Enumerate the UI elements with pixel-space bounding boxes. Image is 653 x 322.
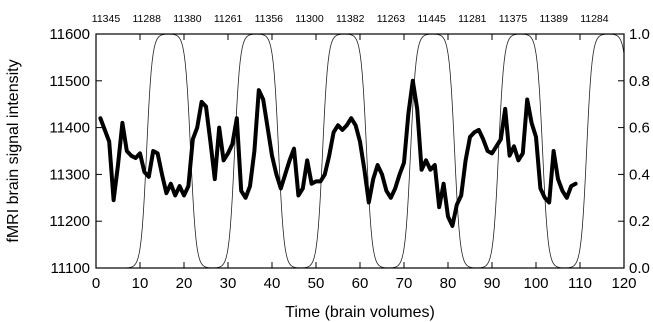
x-tick-label: 110 — [568, 275, 592, 292]
x-tick-label: 90 — [484, 275, 501, 292]
y-axis-left: 11100 11200 11300 11400 11500 11600 — [49, 26, 102, 277]
y-tick-label: 11600 — [49, 26, 90, 43]
block-label: 11380 — [173, 13, 202, 25]
block-label: 11345 — [92, 13, 121, 25]
block-label: 11261 — [214, 13, 243, 25]
x-tick-label: 100 — [523, 275, 548, 292]
block-label: 11263 — [377, 13, 406, 25]
y2-tick-label: 0.0 — [629, 260, 650, 277]
block-label: 11284 — [580, 13, 609, 25]
block-label: 11382 — [336, 13, 365, 25]
y2-tick-label: 0.8 — [629, 73, 650, 90]
block-label: 11445 — [417, 13, 446, 25]
y-tick-label: 11100 — [51, 260, 91, 277]
y2-tick-label: 1.0 — [629, 26, 650, 43]
y-tick-label: 11300 — [49, 166, 90, 183]
y-tick-label: 11500 — [49, 73, 90, 90]
y2-tick-label: 0.2 — [629, 213, 650, 230]
block-label: 11389 — [539, 13, 568, 25]
hrf-curve-layer — [96, 34, 624, 268]
block-label: 11281 — [458, 13, 487, 25]
y-axis-title: fMRI brain signal intensity — [5, 59, 22, 242]
hrf-curve — [96, 34, 624, 268]
x-tick-label: 120 — [611, 275, 636, 292]
x-axis: 0 10 20 30 40 50 60 70 80 90 100 110 120 — [92, 34, 637, 292]
y-tick-label: 11200 — [49, 213, 90, 230]
y-tick-label: 11400 — [49, 120, 90, 137]
x-tick-label: 20 — [176, 275, 193, 292]
x-axis-title: Time (brain volumes) — [285, 304, 435, 321]
x-tick-label: 0 — [92, 275, 100, 292]
x-tick-label: 80 — [440, 275, 457, 292]
signal-line — [98, 78, 578, 228]
block-labels: 11345 11288 11380 11261 11356 11300 11382 11263… — [92, 13, 609, 25]
x-tick-label: 70 — [396, 275, 413, 292]
x-tick-label: 30 — [220, 275, 237, 292]
x-tick-label: 10 — [132, 275, 149, 292]
y-axis-right: 0.0 0.2 0.4 0.6 0.8 1.0 — [618, 26, 650, 277]
block-label: 11288 — [132, 13, 161, 25]
x-tick-label: 50 — [308, 275, 325, 292]
x-tick-label: 40 — [264, 275, 281, 292]
x-tick-label: 60 — [352, 275, 369, 292]
signal-series-layer — [98, 78, 578, 228]
block-label: 11300 — [295, 13, 324, 25]
y2-tick-label: 0.6 — [629, 120, 650, 137]
y2-tick-label: 0.4 — [629, 166, 650, 183]
block-label: 11356 — [255, 13, 284, 25]
block-label: 11375 — [499, 13, 528, 25]
